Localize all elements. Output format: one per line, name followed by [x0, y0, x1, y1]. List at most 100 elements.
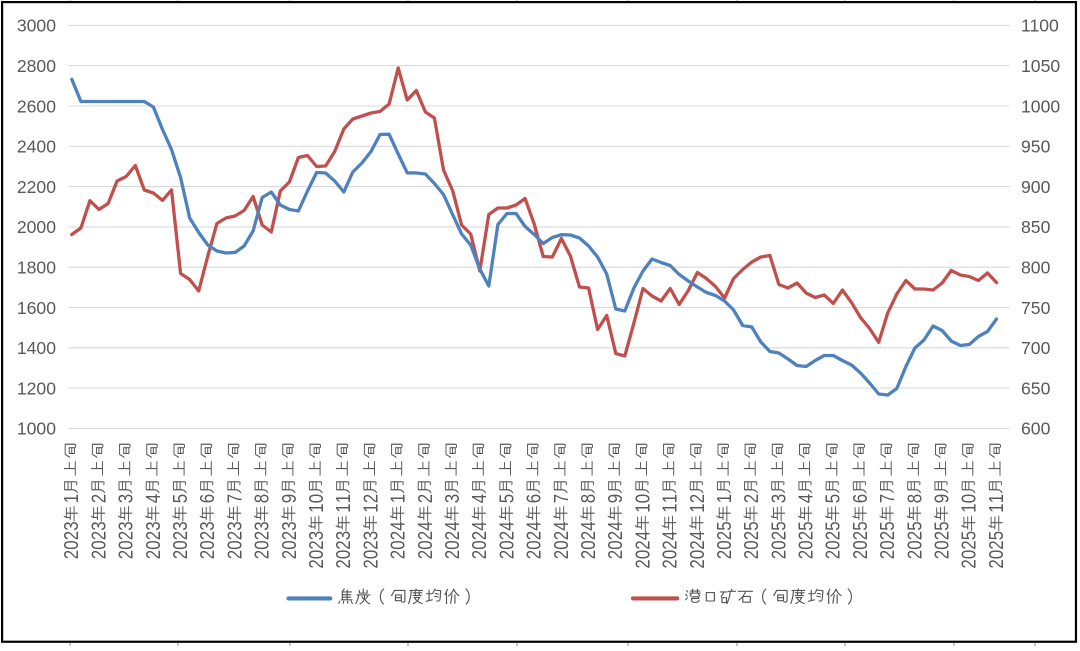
svg-text:1: 1	[304, 503, 327, 512]
svg-text:1: 1	[658, 494, 681, 503]
svg-text:2: 2	[984, 559, 1007, 568]
svg-text:2: 2	[712, 550, 735, 559]
svg-text:0: 0	[903, 540, 926, 549]
svg-text:650: 650	[1021, 378, 1051, 398]
svg-text:2: 2	[658, 540, 681, 549]
svg-text:3: 3	[332, 531, 355, 540]
svg-text:0: 0	[576, 540, 599, 549]
svg-text:1: 1	[359, 503, 382, 512]
svg-text:3: 3	[196, 521, 219, 530]
svg-text:1000: 1000	[17, 419, 56, 439]
svg-text:0: 0	[359, 550, 382, 559]
svg-text:2: 2	[848, 531, 871, 540]
svg-text:900: 900	[1021, 177, 1051, 197]
svg-text:6: 6	[522, 494, 545, 503]
svg-text:8: 8	[576, 494, 599, 503]
svg-text:3: 3	[277, 521, 300, 530]
svg-text:0: 0	[250, 540, 273, 549]
svg-text:2: 2	[903, 550, 926, 559]
svg-text:0: 0	[114, 540, 137, 549]
svg-text:0: 0	[631, 494, 654, 503]
svg-text:2: 2	[468, 531, 491, 540]
svg-text:2: 2	[277, 531, 300, 540]
svg-text:6: 6	[196, 494, 219, 503]
svg-text:2: 2	[549, 531, 572, 540]
svg-text:1: 1	[332, 494, 355, 503]
svg-text:2800: 2800	[17, 56, 56, 76]
svg-text:9: 9	[930, 494, 953, 503]
svg-text:0: 0	[848, 540, 871, 549]
svg-text:2: 2	[522, 550, 545, 559]
svg-text:2: 2	[114, 550, 137, 559]
svg-text:0: 0	[440, 540, 463, 549]
svg-text:2: 2	[631, 540, 654, 549]
svg-text:0: 0	[631, 550, 654, 559]
svg-text:1050: 1050	[1021, 56, 1060, 76]
svg-text:2: 2	[386, 531, 409, 540]
svg-text:7: 7	[549, 494, 572, 503]
svg-text:4: 4	[468, 521, 491, 530]
svg-text:4: 4	[495, 521, 518, 530]
svg-text:0: 0	[60, 540, 83, 549]
svg-text:0: 0	[604, 540, 627, 549]
svg-text:9: 9	[277, 494, 300, 503]
svg-text:2: 2	[277, 550, 300, 559]
svg-text:0: 0	[413, 540, 436, 549]
svg-text:2: 2	[957, 559, 980, 568]
svg-text:1: 1	[631, 503, 654, 512]
svg-text:0: 0	[87, 540, 110, 549]
svg-text:0: 0	[522, 540, 545, 549]
svg-text:2: 2	[168, 531, 191, 540]
svg-text:1: 1	[60, 494, 83, 503]
svg-text:0: 0	[495, 540, 518, 549]
svg-text:2: 2	[794, 550, 817, 559]
svg-text:1600: 1600	[17, 298, 56, 318]
svg-text:4: 4	[386, 521, 409, 530]
svg-text:1: 1	[712, 494, 735, 503]
svg-text:2: 2	[712, 531, 735, 540]
svg-text:2: 2	[685, 540, 708, 549]
svg-text:2: 2	[141, 550, 164, 559]
svg-text:8: 8	[250, 494, 273, 503]
svg-text:1800: 1800	[17, 258, 56, 278]
svg-text:2: 2	[60, 550, 83, 559]
svg-text:4: 4	[141, 494, 164, 503]
svg-text:0: 0	[168, 540, 191, 549]
svg-text:3: 3	[114, 494, 137, 503]
svg-text:5: 5	[821, 494, 844, 503]
svg-text:3: 3	[60, 521, 83, 530]
svg-text:1000: 1000	[1021, 96, 1060, 116]
svg-text:2: 2	[359, 540, 382, 549]
svg-text:0: 0	[930, 540, 953, 549]
svg-text:4: 4	[604, 521, 627, 530]
svg-text:7: 7	[876, 494, 899, 503]
svg-text:4: 4	[794, 494, 817, 503]
svg-text:2: 2	[87, 531, 110, 540]
svg-text:1: 1	[984, 503, 1007, 512]
svg-text:5: 5	[903, 521, 926, 530]
svg-text:0: 0	[304, 494, 327, 503]
svg-text:2: 2	[359, 559, 382, 568]
svg-text:5: 5	[876, 521, 899, 530]
svg-text:2: 2	[876, 550, 899, 559]
svg-text:800: 800	[1021, 258, 1051, 278]
svg-text:2: 2	[821, 550, 844, 559]
svg-text:0: 0	[386, 540, 409, 549]
svg-text:0: 0	[821, 540, 844, 549]
svg-text:2: 2	[930, 550, 953, 559]
svg-text:5: 5	[957, 531, 980, 540]
svg-text:2: 2	[495, 531, 518, 540]
svg-text:700: 700	[1021, 338, 1051, 358]
svg-text:0: 0	[984, 550, 1007, 559]
svg-text:2: 2	[168, 550, 191, 559]
svg-text:2: 2	[413, 494, 436, 503]
svg-text:8: 8	[903, 494, 926, 503]
svg-text:2: 2	[413, 531, 436, 540]
svg-text:0: 0	[658, 550, 681, 559]
svg-text:3: 3	[250, 521, 273, 530]
svg-text:0: 0	[876, 540, 899, 549]
svg-text:5: 5	[712, 521, 735, 530]
svg-text:2: 2	[984, 540, 1007, 549]
svg-text:2: 2	[332, 540, 355, 549]
svg-text:0: 0	[304, 550, 327, 559]
